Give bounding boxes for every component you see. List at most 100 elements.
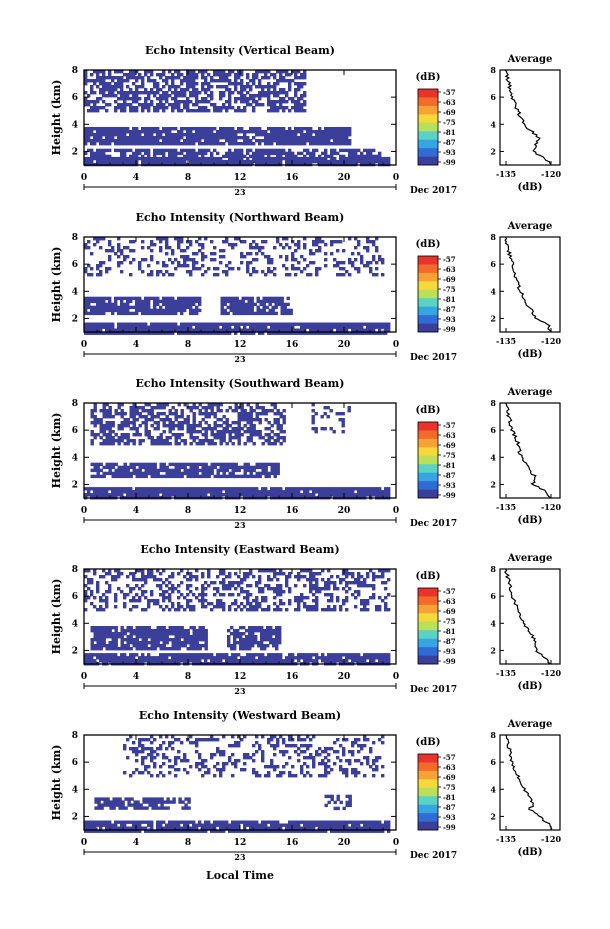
echo-cell — [192, 76, 196, 80]
echo-cell — [96, 237, 100, 241]
echo-cell — [120, 249, 124, 253]
echo-cell — [240, 240, 244, 244]
echo-cell — [156, 468, 160, 473]
echo-cell — [174, 151, 178, 156]
date-label: 23 — [234, 354, 246, 364]
x-tick-label: 8 — [185, 506, 191, 516]
echo-cell — [114, 659, 118, 663]
echo-cell — [111, 94, 115, 98]
echo-cell — [96, 328, 100, 332]
echo-cell — [114, 127, 118, 131]
echo-cell — [381, 659, 385, 663]
echo-cell — [129, 76, 133, 80]
echo-cell — [120, 127, 124, 131]
echo-cell — [180, 109, 184, 113]
echo-cell — [255, 148, 259, 153]
colorbar-swatch — [418, 472, 438, 482]
echo-cell — [240, 130, 244, 134]
echo-cell — [177, 243, 181, 247]
echo-cell — [114, 462, 118, 467]
echo-cell — [120, 493, 124, 497]
echo-cell — [159, 311, 163, 316]
echo-cell — [288, 656, 292, 660]
echo-cell — [138, 139, 142, 143]
echo-cell — [117, 572, 121, 576]
echo-cell — [195, 136, 199, 140]
echo-cell — [309, 572, 313, 576]
echo-cell — [339, 261, 343, 265]
echo-cell — [227, 635, 231, 639]
echo-cell — [117, 465, 121, 470]
echo-cell — [87, 136, 91, 140]
echo-cell — [204, 76, 208, 80]
echo-cell — [111, 85, 115, 89]
echo-cell — [366, 249, 370, 253]
colorbar-tick-label: -99 — [443, 158, 456, 167]
echo-cell — [246, 148, 250, 153]
echo-cell — [237, 424, 241, 428]
echo-cell — [123, 154, 127, 159]
echo-cell — [192, 427, 196, 431]
echo-cell — [252, 130, 256, 134]
echo-cell — [147, 433, 151, 437]
echo-cell — [144, 659, 148, 663]
echo-cell — [132, 418, 136, 422]
echo-cell — [183, 258, 187, 262]
echo-cell — [225, 79, 229, 83]
echo-cell — [129, 406, 133, 410]
echo-cell — [129, 328, 133, 332]
echo-cell — [333, 331, 337, 335]
echo-cell — [237, 415, 241, 419]
echo-cell — [156, 427, 160, 431]
echo-cell — [102, 424, 106, 428]
echo-cell — [274, 296, 278, 301]
echo-cell — [174, 487, 178, 491]
echo-cell — [180, 439, 184, 443]
y-tick-label: 4 — [72, 453, 78, 463]
echo-cell — [336, 139, 340, 143]
echo-cell — [243, 159, 247, 164]
echo-cell — [273, 127, 277, 131]
echo-cell — [90, 433, 94, 437]
echo-cell — [282, 331, 286, 335]
echo-cell — [126, 433, 130, 437]
echo-cell — [336, 490, 340, 494]
echo-cell — [189, 659, 193, 663]
echo-cell — [282, 130, 286, 134]
echo-cell — [261, 94, 265, 98]
echo-cell — [264, 136, 268, 140]
echo-cell — [117, 133, 121, 137]
echo-cell — [309, 136, 313, 140]
echo-cell — [225, 133, 229, 137]
echo-cell — [90, 142, 94, 146]
echo-cell — [333, 264, 337, 268]
echo-cell — [309, 493, 313, 497]
echo-cell — [93, 154, 97, 159]
echo-cell — [201, 626, 205, 630]
echo-cell — [279, 76, 283, 80]
echo-cell — [192, 403, 196, 407]
echo-cell — [286, 311, 290, 316]
echo-cell — [150, 412, 154, 416]
echo-cell — [285, 159, 289, 164]
echo-cell — [240, 493, 244, 497]
echo-cell — [268, 302, 272, 307]
echo-cell — [225, 154, 229, 159]
echo-cell — [324, 148, 328, 153]
echo-cell — [165, 97, 169, 101]
echo-cell — [279, 322, 283, 326]
echo-cell — [171, 79, 175, 83]
echo-cell — [174, 302, 178, 307]
echo-cell — [96, 641, 100, 645]
echo-cell — [233, 632, 237, 636]
echo-cell — [171, 433, 175, 437]
echo-cell — [90, 328, 94, 332]
echo-cell — [259, 311, 263, 316]
echo-cell — [282, 139, 286, 143]
echo-cell — [150, 415, 154, 419]
echo-cell — [99, 82, 103, 86]
echo-cell — [255, 474, 259, 479]
echo-cell — [162, 656, 166, 660]
echo-cell — [249, 427, 253, 431]
echo-cell — [315, 139, 319, 143]
